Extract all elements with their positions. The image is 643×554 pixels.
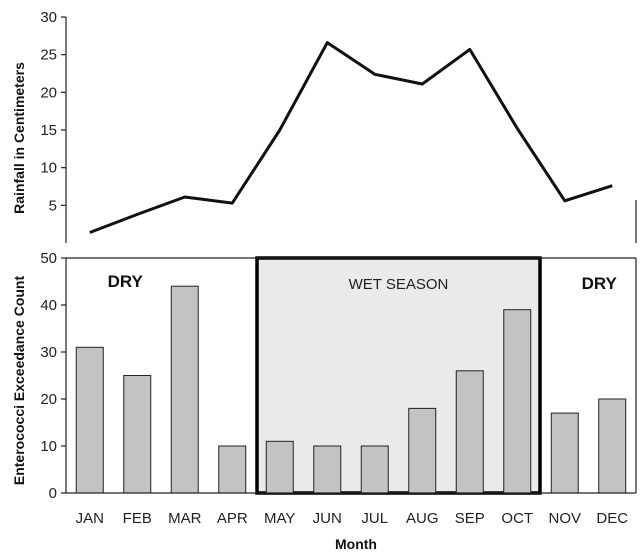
bar-sep	[455, 370, 484, 494]
rainfall-y-tick-label: 25	[40, 47, 57, 64]
rainfall-y-tick-label: 10	[40, 160, 57, 177]
wet-season-label: WET SEASON	[349, 276, 449, 293]
bar-jan	[75, 346, 104, 494]
bar-jul	[360, 445, 389, 494]
bar-may	[265, 440, 294, 494]
month-tick-labels: JAN FEB MAR APR MAY JUN JUL AUG SEP OCT NOV DEC	[76, 510, 629, 527]
rainfall-y-ticks: 5 10 15 20 25 30	[40, 9, 66, 214]
rainfall-y-axis-title: Rainfall in Centimeters	[11, 62, 27, 214]
rainfall-y-tick-label: 30	[40, 9, 57, 26]
month-label-oct: OCT	[501, 510, 533, 527]
exceedance-panel: 0 10 20 30 40 50 JAN FEB MAR APR MAY JUN JUL AUG SEP O…	[11, 250, 637, 552]
bar-nov	[550, 412, 579, 494]
rainfall-y-tick-label: 5	[49, 197, 57, 214]
exceedance-y-axis-title: Enterococci Exceedance Count	[11, 276, 27, 486]
exceedance-y-tick-label: 0	[49, 485, 57, 502]
exceedance-y-ticks: 0 10 20 30 40 50	[40, 250, 66, 502]
month-label-feb: FEB	[123, 510, 152, 527]
month-label-apr: APR	[217, 510, 248, 527]
bar-feb	[123, 375, 152, 494]
bar-apr	[218, 445, 247, 494]
month-label-jan: JAN	[76, 510, 104, 527]
exceedance-y-tick-label: 40	[40, 297, 57, 314]
dry-right-label: DRY	[582, 274, 618, 293]
exceedance-y-tick-label: 10	[40, 438, 57, 455]
month-label-jun: JUN	[313, 510, 342, 527]
month-label-dec: DEC	[596, 510, 628, 527]
bar-oct	[503, 309, 532, 494]
rainfall-y-tick-label: 20	[40, 84, 57, 101]
bar-mar	[170, 285, 199, 494]
month-label-may: MAY	[264, 510, 295, 527]
rainfall-panel: 5 10 15 20 25 30 Rainfall in Centimeters	[11, 9, 637, 243]
exceedance-bars	[75, 285, 627, 494]
month-label-nov: NOV	[548, 510, 581, 527]
wet-season-box	[255, 256, 542, 495]
dry-left-label: DRY	[108, 272, 144, 291]
rainfall-line	[89, 41, 613, 234]
month-label-jul: JUL	[361, 510, 388, 527]
exceedance-y-tick-label: 50	[40, 250, 57, 267]
month-label-sep: SEP	[455, 510, 485, 527]
month-label-aug: AUG	[406, 510, 439, 527]
bar-dec	[598, 398, 627, 494]
bar-jun	[313, 445, 342, 494]
exceedance-y-tick-label: 30	[40, 344, 57, 361]
x-axis-title: Month	[335, 536, 377, 552]
bar-aug	[408, 407, 437, 494]
month-label-mar: MAR	[168, 510, 202, 527]
rainfall-y-tick-label: 15	[40, 122, 57, 139]
exceedance-y-tick-label: 20	[40, 391, 57, 408]
